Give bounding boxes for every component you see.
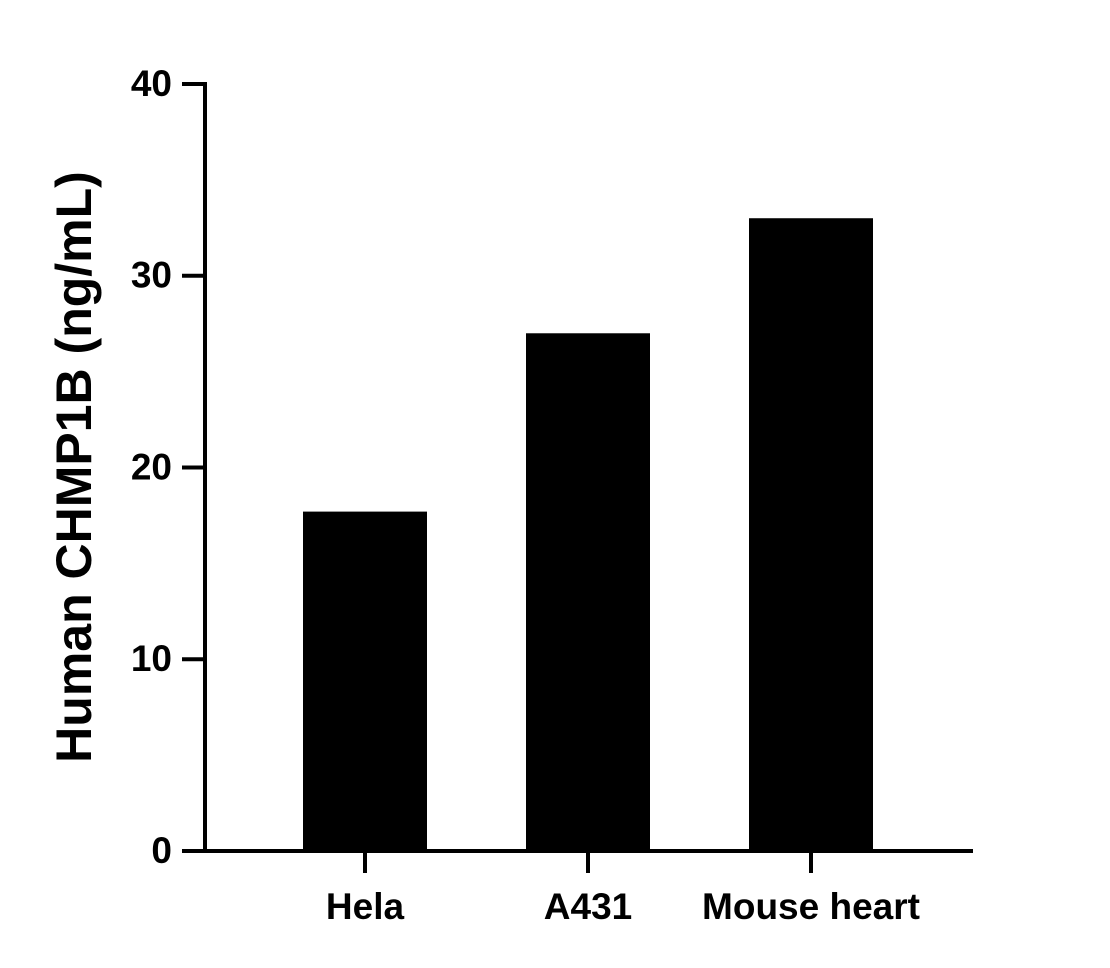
y-axis-title: Human CHMP1B (ng/mL) [46, 171, 102, 763]
x-tick-label: Hela [326, 886, 405, 927]
bar [303, 511, 427, 851]
bar [749, 218, 873, 852]
x-tick-label: A431 [544, 886, 632, 927]
y-tick-label: 20 [131, 446, 172, 487]
x-tick-label: Mouse heart [702, 886, 920, 927]
y-tick-label: 10 [131, 638, 172, 679]
y-tick-label: 40 [131, 63, 172, 104]
y-tick-label: 30 [131, 255, 172, 296]
y-tick-label: 0 [151, 830, 172, 871]
bar [526, 333, 650, 851]
